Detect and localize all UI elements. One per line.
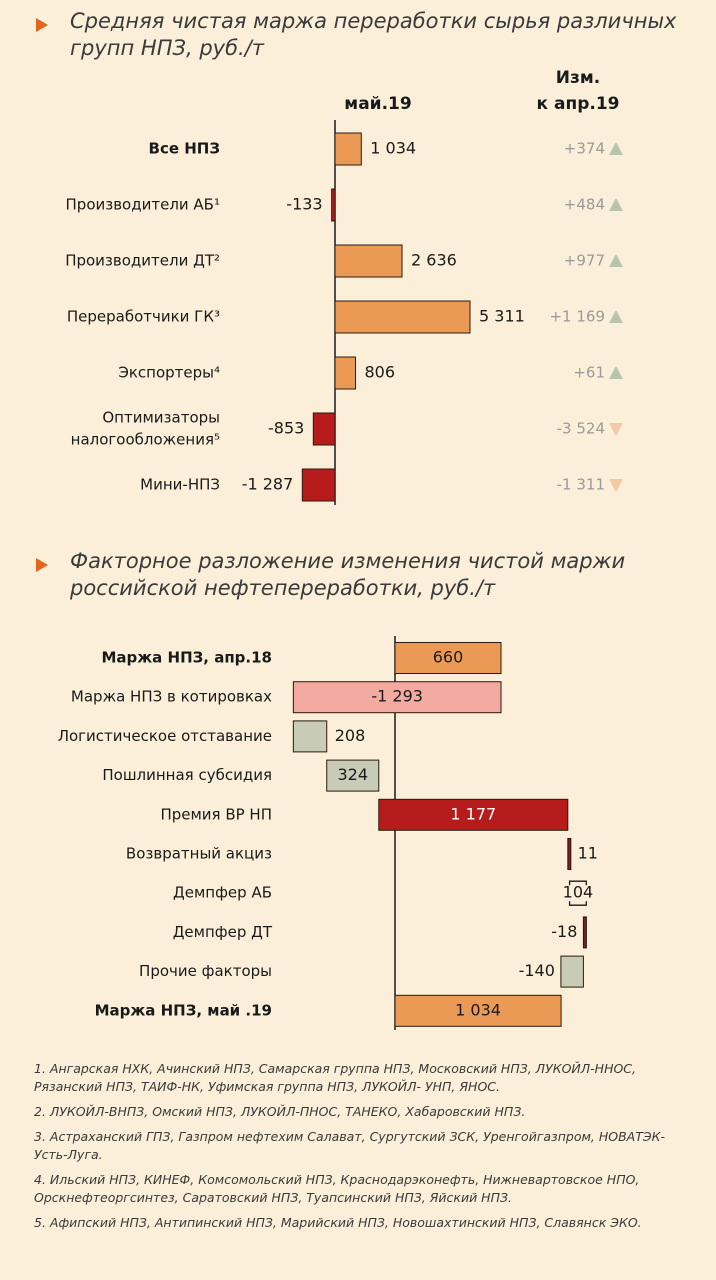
up-arrow-icon	[609, 366, 623, 379]
category-label: Премия ВР НП	[160, 805, 272, 823]
change-label: -1 311	[557, 476, 605, 494]
bar	[568, 901, 587, 906]
column-header-change: к апр.19	[537, 94, 620, 114]
category-label: Маржа НПЗ, апр.18	[101, 649, 272, 667]
column-header-change: Изм.	[556, 68, 600, 88]
category-label: Демпфер ДТ	[173, 923, 273, 941]
change-label: +1 169	[549, 308, 605, 326]
bar	[394, 642, 502, 674]
data-label: 1 034	[370, 139, 416, 158]
chart2-title: Факторное разложение изменения чистой ма…	[70, 549, 626, 600]
data-label: 806	[364, 363, 395, 382]
bar	[292, 681, 502, 714]
bar	[378, 798, 569, 831]
bar	[582, 916, 587, 949]
bar	[312, 412, 336, 446]
chart2-waterfall: Маржа НПЗ, апр.18 660 Маржа НПЗ в котировк…	[58, 636, 598, 1030]
category-label: Демпфер АБ	[173, 884, 272, 902]
category-label: Производители АБ¹	[66, 196, 220, 214]
chart1-margin-by-group: май.19 Изм. к апр.19 Все НПЗ 1 034 +374 Произв…	[65, 68, 623, 505]
data-label: 1 177	[450, 804, 496, 823]
up-arrow-icon	[609, 198, 623, 211]
category-label: Мини-НПЗ	[140, 476, 220, 494]
category-label: Прочие факторы	[139, 962, 272, 980]
bar	[394, 994, 562, 1027]
category-label: Экспортеры⁴	[118, 364, 220, 382]
category-label: Переработчики ГК³	[67, 308, 220, 326]
down-arrow-icon	[609, 479, 623, 492]
category-label: налогообложения⁵	[71, 431, 220, 449]
category-label: Все НПЗ	[149, 140, 220, 158]
category-label: Логистическое отставание	[58, 727, 272, 745]
data-label: -1 293	[371, 687, 423, 706]
change-label: +61	[573, 364, 605, 382]
data-label: 1 034	[455, 1000, 501, 1019]
bar	[568, 880, 587, 886]
category-label: Маржа НПЗ в котировках	[71, 688, 272, 706]
bar	[301, 468, 336, 502]
footnotes: 1. Ангарская НХК, Ачинский НПЗ, Самарска…	[34, 1060, 686, 1239]
change-label: +977	[564, 252, 605, 270]
change-label: +484	[564, 196, 605, 214]
up-arrow-icon	[609, 142, 623, 155]
data-label: 104	[563, 883, 594, 902]
footnote-2: 2. ЛУКОЙЛ-ВНПЗ, Омский НПЗ, ЛУКОЙЛ-ПНОС,…	[34, 1104, 526, 1119]
data-label: 208	[335, 726, 366, 745]
bar	[331, 188, 336, 222]
up-arrow-icon	[609, 310, 623, 323]
bar	[567, 838, 572, 870]
data-label: -140	[519, 961, 555, 980]
bar	[334, 132, 362, 166]
down-arrow-icon	[609, 423, 623, 436]
change-label: -3 524	[557, 420, 605, 438]
bar	[334, 356, 356, 390]
bar	[334, 244, 403, 278]
data-label: -1 287	[242, 475, 294, 494]
bar	[560, 955, 584, 988]
category-label: Производители ДТ²	[65, 252, 220, 270]
change-label: +374	[564, 140, 605, 158]
data-label: -18	[551, 922, 577, 941]
data-label: -133	[286, 195, 322, 214]
data-label: -853	[268, 419, 304, 438]
category-label: Оптимизаторы	[102, 409, 220, 427]
data-label: 660	[433, 648, 464, 667]
footnote-3: 3. Астраханский ГПЗ, Газпром нефтехим Са…	[34, 1129, 665, 1162]
bar	[326, 759, 380, 792]
bar	[334, 300, 471, 334]
category-label: Возвратный акциз	[126, 845, 272, 863]
category-label: Пошлинная субсидия	[102, 766, 272, 784]
chart1-title: Средняя чистая маржа переработки сырья р…	[70, 9, 677, 60]
data-label: 2 636	[411, 251, 457, 270]
footnote-5: 5. Афипский НПЗ, Антипинский НПЗ, Марийс…	[34, 1215, 642, 1230]
up-arrow-icon	[609, 254, 623, 267]
bullet-triangle-icon	[36, 558, 48, 572]
bar	[292, 720, 328, 753]
bullet-triangle-icon	[36, 18, 48, 32]
column-header-value: май.19	[344, 94, 411, 114]
footnote-4: 4. Ильский НПЗ, КИНЕФ, Комсомольский НПЗ…	[34, 1172, 640, 1205]
category-label: Маржа НПЗ, май .19	[95, 1001, 272, 1019]
data-label: 5 311	[479, 307, 525, 326]
data-label: 11	[578, 844, 598, 863]
data-label: 324	[337, 765, 368, 784]
footnote-1: 1. Ангарская НХК, Ачинский НПЗ, Самарска…	[34, 1061, 637, 1094]
